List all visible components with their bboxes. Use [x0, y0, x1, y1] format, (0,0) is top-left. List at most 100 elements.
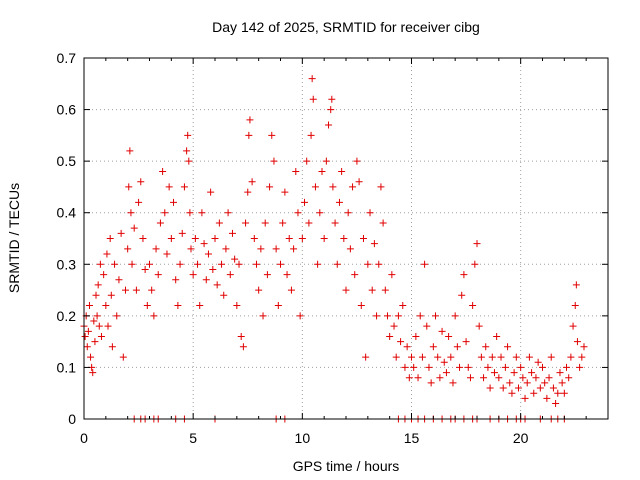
data-point — [375, 260, 383, 268]
data-point — [578, 353, 586, 361]
data-point — [277, 260, 284, 268]
data-point — [239, 343, 247, 351]
data-point — [359, 235, 367, 242]
data-point — [233, 302, 241, 310]
data-point — [418, 353, 426, 361]
data-point — [283, 271, 291, 279]
data-point — [523, 379, 531, 387]
data-point — [442, 369, 450, 377]
data-point — [97, 332, 105, 340]
data-point — [405, 374, 413, 382]
y-axis-label: SRMTID / TECUs — [6, 183, 22, 293]
data-point — [215, 219, 223, 227]
data-point — [89, 369, 97, 377]
data-point — [383, 312, 391, 320]
data-point — [255, 286, 263, 294]
data-point — [567, 353, 575, 361]
data-point — [154, 271, 162, 279]
data-point — [311, 183, 319, 191]
data-point — [545, 374, 553, 382]
data-point — [124, 245, 132, 253]
data-point — [416, 312, 424, 320]
x-axis-label: GPS time / hours — [293, 458, 400, 474]
data-point — [180, 183, 188, 191]
data-point — [209, 265, 217, 273]
data-point — [440, 358, 448, 366]
data-point — [103, 250, 111, 258]
data-point — [569, 322, 577, 330]
data-point — [357, 302, 365, 310]
data-point — [462, 338, 470, 346]
data-point — [344, 209, 352, 217]
data-point — [290, 245, 298, 253]
data-point — [303, 157, 311, 165]
data-point — [266, 183, 274, 191]
data-point — [176, 260, 184, 268]
data-point — [368, 286, 376, 294]
data-point — [150, 312, 158, 320]
data-point — [281, 188, 289, 196]
data-point — [121, 286, 129, 294]
data-point — [392, 353, 400, 361]
data-point — [565, 374, 573, 382]
data-point — [517, 363, 525, 371]
data-point — [95, 322, 103, 330]
data-point — [366, 209, 374, 217]
data-point — [556, 369, 564, 377]
axis-ticks: 0 0.1 0.2 0.3 0.4 0.5 0.6 0.7 0 5 10 15 20 — [57, 50, 608, 446]
data-point — [333, 260, 341, 268]
data-point — [353, 157, 361, 165]
x-tick-label: 5 — [189, 430, 197, 446]
data-point — [514, 384, 522, 392]
data-point — [429, 343, 437, 351]
data-point — [126, 147, 134, 155]
data-point — [186, 209, 194, 217]
data-point — [403, 343, 411, 351]
data-point — [506, 379, 514, 387]
data-point — [335, 198, 343, 206]
data-point — [244, 188, 252, 196]
data-point — [252, 260, 260, 268]
data-point — [423, 322, 431, 330]
data-point — [224, 209, 232, 217]
data-point — [287, 286, 295, 294]
data-point — [268, 131, 276, 139]
data-point — [318, 167, 326, 175]
data-point — [119, 353, 127, 361]
data-point — [196, 302, 204, 310]
data-point — [117, 229, 125, 237]
data-point — [560, 389, 568, 397]
data-point — [486, 384, 494, 392]
data-point — [349, 183, 357, 191]
data-point — [285, 235, 293, 242]
data-point — [480, 374, 488, 382]
data-point — [547, 353, 555, 361]
data-point — [127, 209, 135, 217]
data-point — [488, 353, 496, 361]
data-point — [130, 224, 138, 232]
data-point — [231, 255, 239, 263]
x-tick-label: 15 — [404, 430, 420, 446]
data-point — [220, 291, 228, 299]
data-point — [139, 235, 147, 242]
data-point — [81, 332, 89, 340]
data-point — [408, 353, 415, 361]
data-point — [198, 209, 206, 217]
data-point — [447, 353, 455, 361]
data-point — [92, 291, 100, 299]
data-point — [425, 363, 433, 371]
data-point — [493, 332, 501, 340]
y-tick-label: 0 — [68, 411, 76, 427]
data-point — [163, 250, 171, 258]
data-point — [528, 369, 536, 377]
data-point — [449, 379, 457, 387]
y-tick-label: 0.1 — [57, 359, 77, 375]
data-point — [93, 312, 101, 320]
data-point — [314, 260, 322, 268]
data-point — [294, 209, 302, 217]
data-point — [477, 353, 485, 361]
data-point — [246, 116, 254, 124]
data-point — [373, 312, 381, 320]
data-point — [510, 369, 518, 377]
data-point — [308, 75, 316, 83]
